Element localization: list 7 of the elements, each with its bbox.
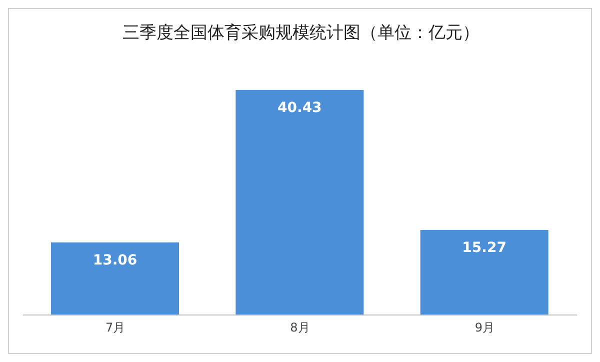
chart-title: 三季度全国体育采购规模统计图（单位：亿元）	[122, 22, 480, 44]
data-label: 15.27	[462, 240, 506, 256]
x-tick-label: 8月	[290, 320, 310, 335]
x-tick-label: 7月	[106, 320, 126, 335]
x-tick-label: 9月	[474, 320, 494, 335]
data-label: 13.06	[92, 252, 138, 268]
data-label: 40.43	[278, 100, 322, 116]
